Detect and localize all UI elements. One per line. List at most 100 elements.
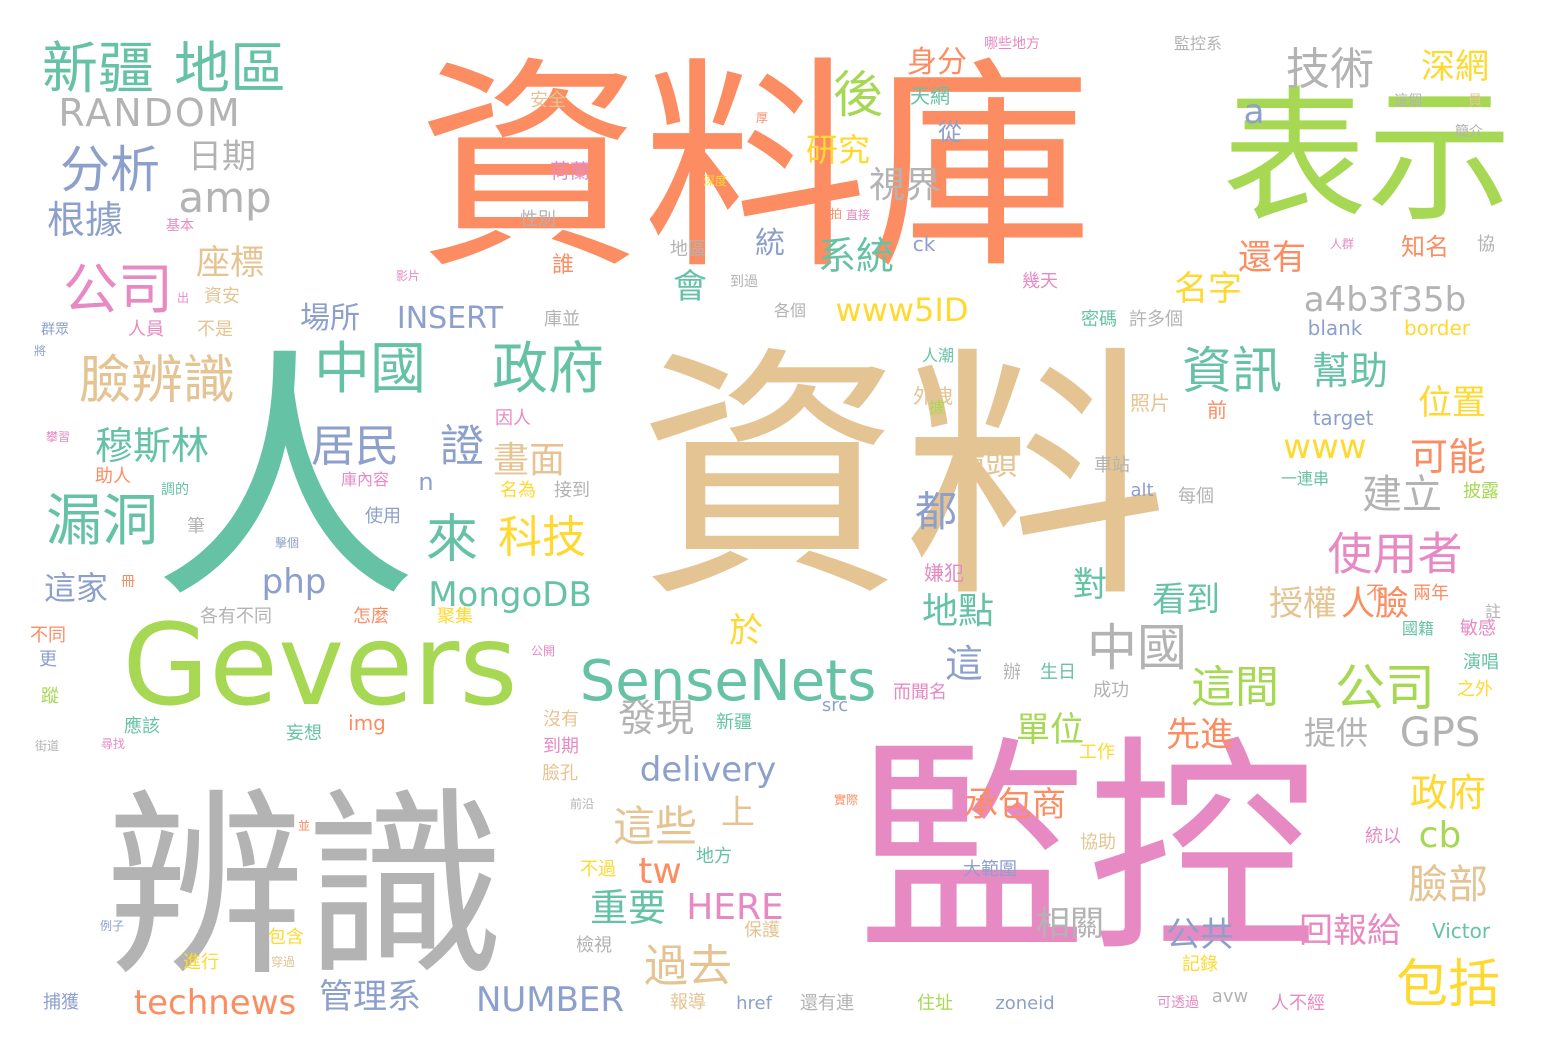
cloud-word: 許多個 bbox=[1129, 309, 1183, 330]
cloud-word: 人臉 bbox=[1341, 584, 1409, 624]
cloud-word: 使用 bbox=[365, 506, 401, 527]
cloud-word: zoneid bbox=[995, 993, 1055, 1014]
cloud-word: 資訊 bbox=[1182, 342, 1282, 400]
cloud-word: 人潮 bbox=[921, 346, 955, 365]
cloud-word: 穿過 bbox=[270, 955, 296, 969]
cloud-word: 拍 bbox=[829, 207, 843, 221]
cloud-word: technews bbox=[133, 983, 297, 1023]
cloud-word: tw bbox=[638, 851, 682, 892]
cloud-word: 外洩 bbox=[913, 384, 953, 408]
cloud-word: 前 bbox=[1207, 398, 1227, 422]
cloud-word: 到過 bbox=[730, 274, 758, 290]
cloud-word: 這 bbox=[944, 642, 984, 686]
cloud-word: 街道 bbox=[34, 739, 60, 753]
cloud-word: 公共 bbox=[1166, 915, 1234, 955]
cloud-word: HERE bbox=[686, 887, 784, 928]
cloud-word: 密碼 bbox=[1081, 309, 1117, 330]
cloud-word: 筆 bbox=[187, 516, 205, 537]
cloud-word: 演唱 bbox=[1463, 652, 1499, 673]
cloud-word: href bbox=[736, 993, 772, 1014]
cloud-word: 成功 bbox=[1093, 680, 1129, 701]
cloud-word: 從 bbox=[938, 118, 962, 146]
cloud-word: 工作 bbox=[1079, 742, 1115, 763]
cloud-word: 承包商 bbox=[964, 785, 1066, 825]
cloud-word: 協 bbox=[1477, 234, 1495, 255]
cloud-word: 這家 bbox=[43, 569, 109, 607]
cloud-word: 沒有 bbox=[543, 709, 579, 730]
cloud-word: 還有連 bbox=[800, 993, 854, 1014]
cloud-word: 國籍 bbox=[1401, 619, 1435, 638]
cloud-word: 調的 bbox=[161, 482, 189, 498]
cloud-word: INSERT bbox=[396, 301, 504, 336]
cloud-word: 住址 bbox=[917, 993, 953, 1014]
cloud-word: 直接 bbox=[845, 208, 871, 222]
cloud-word: 過去 bbox=[644, 941, 732, 992]
cloud-word: 嫌犯 bbox=[924, 561, 964, 585]
cloud-word: src bbox=[821, 695, 849, 716]
cloud-word: 位置 bbox=[1418, 383, 1486, 423]
cloud-word: 之外 bbox=[1457, 679, 1493, 700]
cloud-word: 辨識 bbox=[104, 771, 506, 1004]
cloud-word: 群眾 bbox=[41, 322, 69, 338]
cloud-word: 地方 bbox=[696, 846, 732, 867]
cloud-word: 地區 bbox=[670, 239, 706, 260]
cloud-word: 幫助 bbox=[1311, 349, 1389, 393]
cloud-word: 名為 bbox=[500, 480, 536, 501]
cloud-word: 包含 bbox=[268, 927, 304, 948]
cloud-word: 怎麼 bbox=[353, 606, 389, 627]
cloud-word: 出 bbox=[176, 291, 190, 305]
cloud-word: 妄想 bbox=[286, 723, 322, 744]
cloud-word: 都 bbox=[914, 487, 958, 536]
cloud-word: 更 bbox=[39, 649, 57, 670]
cloud-word: 根據 bbox=[46, 198, 124, 242]
cloud-word: amp bbox=[178, 173, 272, 222]
cloud-word: www5ID bbox=[835, 291, 969, 329]
cloud-word: 各個 bbox=[773, 301, 807, 320]
cloud-word: 聚集 bbox=[437, 606, 473, 627]
cloud-word: 協助 bbox=[1080, 832, 1116, 853]
cloud-word: GPS bbox=[1399, 710, 1481, 756]
cloud-word: 公司 bbox=[62, 257, 174, 322]
cloud-word: 一連串 bbox=[1280, 469, 1330, 488]
cloud-word: 報導 bbox=[670, 992, 706, 1013]
cloud-word: 不是 bbox=[197, 319, 233, 340]
cloud-word: 看到 bbox=[1152, 580, 1220, 620]
cloud-word: 使用者 bbox=[1327, 527, 1463, 581]
cloud-word: ck bbox=[912, 232, 936, 256]
cloud-word: SenseNets bbox=[579, 649, 877, 714]
cloud-word: 各有不同 bbox=[200, 606, 272, 627]
cloud-word: 管理系 bbox=[319, 977, 421, 1017]
cloud-word: border bbox=[1403, 316, 1471, 340]
cloud-word: 統 bbox=[755, 226, 785, 261]
cloud-word: 因人 bbox=[495, 408, 531, 429]
cloud-word: 監控系 bbox=[1173, 34, 1223, 53]
cloud-word: 性別 bbox=[520, 209, 556, 230]
cloud-word: 幾天 bbox=[1022, 271, 1058, 292]
cloud-word: a4b3f35b bbox=[1303, 280, 1467, 320]
cloud-word: 披露 bbox=[1463, 481, 1499, 502]
cloud-word: 建立 bbox=[1362, 472, 1442, 518]
cloud-word: 對 bbox=[1073, 565, 1107, 605]
cloud-word: 不同 bbox=[30, 625, 66, 646]
cloud-word: 庫內容 bbox=[340, 470, 390, 489]
cloud-word: 生日 bbox=[1040, 662, 1076, 683]
cloud-word: delivery bbox=[639, 750, 777, 790]
cloud-word: 公開 bbox=[530, 644, 556, 658]
cloud-word: 公司 bbox=[1335, 659, 1435, 717]
cloud-word: 檢視 bbox=[576, 935, 612, 956]
cloud-word: 科技 bbox=[498, 512, 586, 563]
cloud-word: www bbox=[1283, 427, 1367, 467]
cloud-word: 前沿 bbox=[569, 797, 595, 811]
cloud-word: php bbox=[261, 562, 327, 602]
cloud-word: 中國 bbox=[1087, 619, 1187, 677]
cloud-word: 政府 bbox=[1409, 771, 1487, 815]
cloud-word: 回報給 bbox=[1299, 911, 1401, 951]
cloud-word: avw bbox=[1211, 986, 1249, 1007]
cloud-word: a bbox=[1243, 92, 1265, 132]
cloud-word: 技術 bbox=[1286, 44, 1374, 95]
cloud-word: 天網 bbox=[910, 84, 950, 108]
cloud-word: 例子 bbox=[99, 919, 125, 933]
cloud-word: 提供 bbox=[1303, 714, 1369, 752]
cloud-word: 庫並 bbox=[544, 309, 580, 330]
